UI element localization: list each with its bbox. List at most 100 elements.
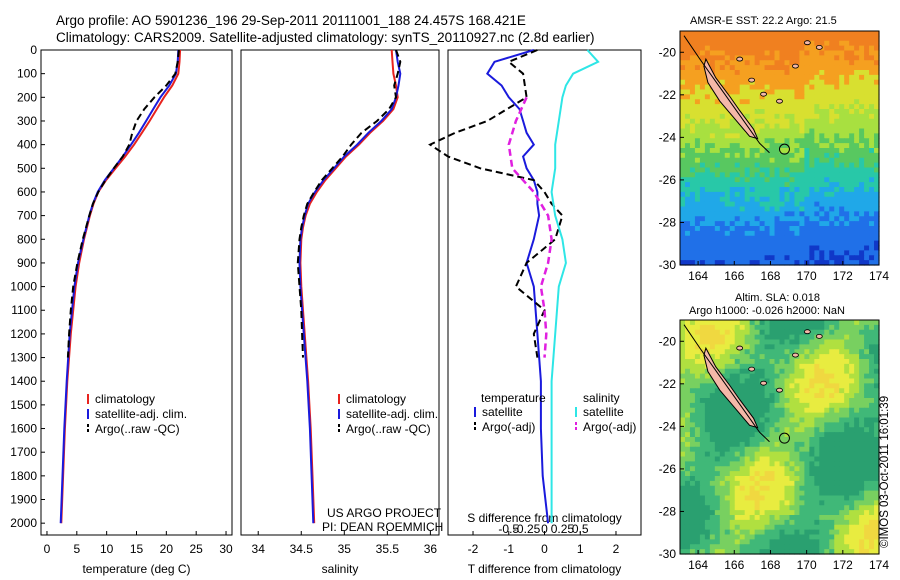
heatmap-cell [769,515,776,521]
heatmap-cell [739,524,746,531]
heatmap-cell [824,359,830,365]
heatmap-cell [749,167,756,173]
heatmap-cell [759,363,766,370]
heatmap-cell [709,524,716,531]
heatmap-cell [744,221,751,227]
heatmap-cell [734,152,741,159]
y-tick-label: 1200 [10,327,37,341]
heatmap-cell [709,383,716,389]
heatmap-cell [749,407,756,414]
heatmap-cell [839,383,845,389]
x-top-tick-label: -0.25 [513,522,541,536]
heatmap-cell [709,99,716,105]
heatmap-cell [759,422,766,428]
heatmap-cell [764,255,771,261]
heatmap-cell [829,31,835,37]
heatmap-cell [844,549,850,555]
heatmap-cell [764,60,771,66]
heatmap-cell [809,45,815,52]
heatmap-cell [864,260,870,266]
heatmap-cell [699,211,706,217]
heatmap-cell [754,549,761,555]
heatmap-cell [854,148,860,154]
heatmap-cell [834,118,840,125]
heatmap-cell [709,201,716,208]
heatmap-cell [744,480,751,487]
heatmap-cell [789,451,796,458]
heatmap-cell [859,344,865,350]
heatmap-cell [794,196,800,203]
heatmap-cell [784,480,791,487]
heatmap-cell [719,466,726,472]
heatmap-cell [729,240,736,247]
heatmap-cell [854,519,860,526]
heatmap-cell [680,354,686,360]
heatmap-cell [804,344,810,350]
heatmap-cell [819,260,825,266]
heatmap-cell [874,519,880,526]
salinity-plot-frame [240,49,440,536]
heatmap-cell [774,412,781,419]
heatmap-cell [769,373,776,380]
heatmap-cell [784,505,791,511]
heatmap-cell [709,534,716,540]
heatmap-cell [824,196,830,203]
heatmap-cell [714,324,721,331]
heatmap-cell [849,31,855,37]
heatmap-cell [834,50,840,56]
heatmap-cell [869,235,875,242]
heatmap-cell [724,485,731,492]
heatmap-cell [699,235,706,242]
heatmap-cell [680,118,686,125]
heatmap-cell [874,216,880,222]
heatmap-cell [809,480,815,487]
heatmap-cell [684,324,691,331]
heatmap-cell [829,495,835,501]
heatmap-cell [769,143,776,149]
heatmap-cell [864,456,870,462]
heatmap-cell [844,500,850,506]
heatmap-cell [814,407,820,414]
heatmap-cell [829,40,835,47]
heatmap-cell [834,412,840,419]
heatmap-cell [834,383,840,389]
heatmap-cell [699,451,706,458]
heatmap-cell [714,441,721,448]
heatmap-cell [829,162,835,169]
heatmap-cell [779,89,786,95]
heatmap-cell [739,109,746,115]
heatmap-cell [819,221,825,227]
difference-plot-frame [447,49,642,536]
heatmap-cell [709,344,716,350]
heatmap-cell [714,152,721,159]
heatmap-cell [714,162,721,169]
heatmap-cell [814,206,820,212]
heatmap-cell [839,133,845,139]
heatmap-cell [799,339,805,345]
heatmap-cell [859,211,865,217]
heatmap-cell [764,245,771,251]
heatmap-cell [714,393,721,399]
heatmap-cell [734,544,741,550]
heatmap-cell [769,260,776,266]
heatmap-cell [734,206,741,212]
heatmap-cell [689,398,696,404]
heatmap-cell [839,109,845,115]
heatmap-cell [814,172,820,178]
heatmap-cell [769,339,776,345]
heatmap-cell [699,255,706,261]
heatmap-cell [764,544,771,550]
heatmap-cell [819,412,825,419]
heatmap-cell [744,334,751,341]
heatmap-cell [824,368,830,375]
heatmap-cell [729,128,736,134]
heatmap-cell [859,182,865,188]
heatmap-cell [849,172,855,178]
heatmap-cell [729,324,736,331]
heatmap-cell [729,524,736,531]
y-tick-label: 100 [17,67,37,81]
heatmap-cell [874,417,880,423]
heatmap-cell [874,505,880,511]
heatmap-cell [709,417,716,423]
heatmap-cell [799,113,805,120]
